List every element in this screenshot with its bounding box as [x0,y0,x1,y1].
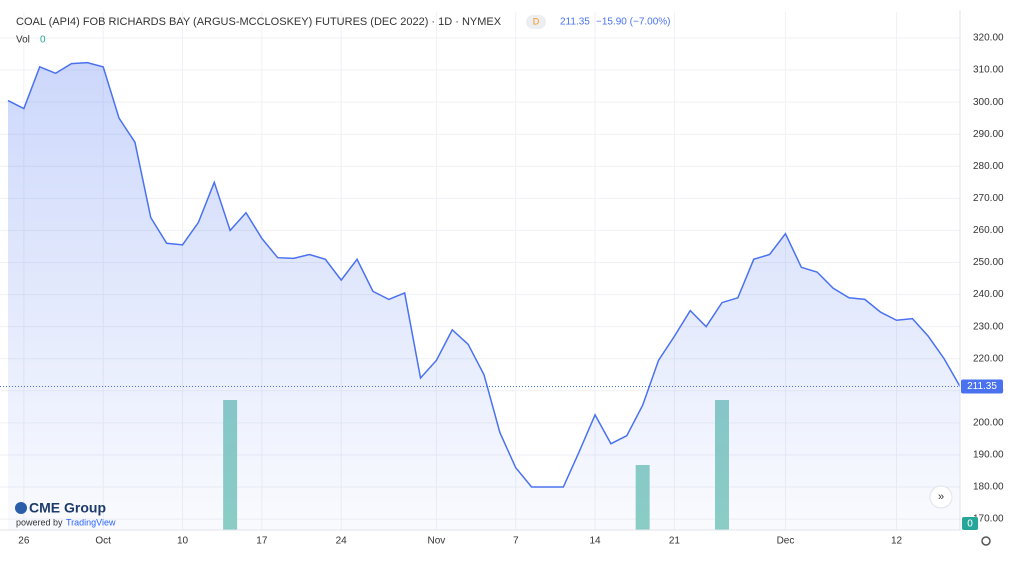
y-tick-label: 170.00 [973,514,1004,525]
volume-tag [962,517,978,530]
price-tag [961,379,1003,394]
logo: CME Group [29,500,106,516]
x-tick-label: 24 [336,536,348,547]
y-tick-label: 290.00 [973,129,1004,140]
y-tick-label: 300.00 [973,97,1004,108]
y-tick-label: 250.00 [973,257,1004,268]
powered-by: powered by [16,517,63,527]
powered-brand: TradingView [66,517,116,527]
x-tick-label: Dec [777,536,795,547]
x-tick-label: 10 [177,536,189,547]
logo-icon [15,502,27,514]
y-tick-label: 270.00 [973,193,1004,204]
x-tick-label: 7 [513,536,519,547]
price-line [7,61,961,488]
price-tag-label: 211.35 [967,381,997,392]
y-tick-label: 320.00 [973,33,1004,44]
x-tick-label: 12 [891,536,903,547]
x-tick-label: 14 [590,536,602,547]
plot [7,61,961,530]
y-tick-label: 240.00 [973,289,1004,300]
y-tick-label: 180.00 [973,482,1004,493]
y-tick-label: 230.00 [973,321,1004,332]
x-tick-label: 21 [669,536,681,547]
x-tick-label: 17 [256,536,268,547]
settings-icon[interactable] [981,536,991,546]
x-tick-label: Oct [95,536,111,547]
y-tick-label: 260.00 [973,225,1004,236]
y-tick-label: 200.00 [973,418,1004,429]
y-tick-label: 280.00 [973,161,1004,172]
last-price: 211.35 [560,17,590,28]
change: −15.90 (−7.00%) [596,17,671,28]
volume-label: Vol [16,35,30,46]
badge-bg [526,15,546,29]
y-tick-label: 310.00 [973,65,1004,76]
chart-title: COAL (API4) FOB RICHARDS BAY (ARGUS-MCCL… [16,16,502,28]
scroll-icon[interactable]: » [938,491,944,503]
badge: D [533,16,540,26]
y-tick-label: 220.00 [973,353,1004,364]
y-tick-label: 190.00 [973,450,1004,461]
volume-tag-label: 0 [967,519,973,530]
x-tick-label: Nov [428,536,446,547]
x-tick-label: 26 [18,536,30,547]
area-fill [8,62,960,530]
volume-value: 0 [40,35,46,46]
scroll-button[interactable] [929,485,953,509]
